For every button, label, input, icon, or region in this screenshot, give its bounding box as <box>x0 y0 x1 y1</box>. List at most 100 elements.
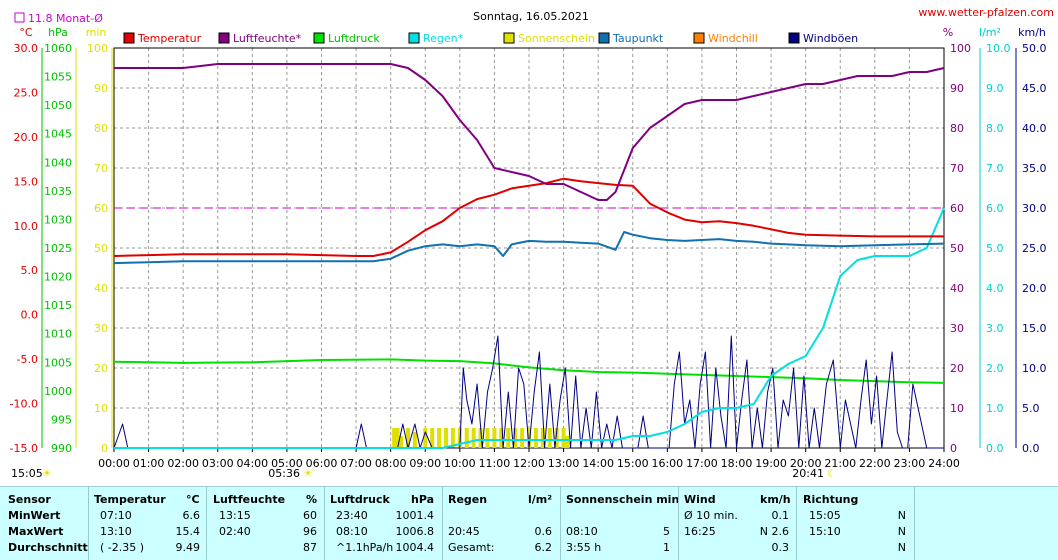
stat-cell-hum-time: 13:15 <box>219 509 251 522</box>
rain-unit: l/m² <box>979 26 1001 39</box>
humidity-tick-label: 90 <box>950 82 964 95</box>
pressure-tick-label: 1040 <box>44 156 72 169</box>
stat-cell-hum-time: 02:40 <box>219 525 251 538</box>
x-tick-label: 11:00 <box>479 457 511 470</box>
stat-cell-sun-time: 08:10 <box>566 525 598 538</box>
series-line-regen <box>114 207 945 449</box>
stat-cell-label: Durchschnitt <box>8 541 88 554</box>
x-tick-label: 22:00 <box>859 457 891 470</box>
wind-tick-label: 35.0 <box>1022 162 1047 175</box>
stat-cell-temp-val: 15.4 <box>175 525 201 538</box>
rain-tick-label: 9.0 <box>986 82 1004 95</box>
wind-tick-label: 25.0 <box>1022 242 1047 255</box>
stat-header-sun: Sonnenschein min <box>566 493 680 506</box>
stat-cell-press-time: 08:10 <box>336 525 368 538</box>
wind-tick-label: 30.0 <box>1022 202 1047 215</box>
series-line-windben <box>113 335 944 449</box>
temp-tick-label: -5.0 <box>17 353 38 366</box>
rain-tick-label: 1.0 <box>986 402 1004 415</box>
pressure-tick-label: 1025 <box>44 242 72 255</box>
wind-tick-label: 10.0 <box>1022 362 1047 375</box>
stat-divider <box>88 487 89 560</box>
legend-label: Luftfeuchte* <box>233 32 302 45</box>
humidity-tick-label: 50 <box>950 242 964 255</box>
pressure-tick-label: 1050 <box>44 99 72 112</box>
sunshine-bar <box>492 428 497 448</box>
sunshine-bar <box>437 428 442 448</box>
wind-tick-label: 5.0 <box>1022 402 1040 415</box>
humidity-tick-label: 70 <box>950 162 964 175</box>
x-tick-label: 05:00 <box>271 457 303 470</box>
stat-cell-temp-val: 9.49 <box>175 541 201 554</box>
stat-divider <box>796 487 797 560</box>
legend-label: Taupunkt <box>612 32 664 45</box>
humidity-unit: % <box>943 26 953 39</box>
sun-tick-label: 80 <box>94 122 108 135</box>
sunshine-bar <box>533 428 538 448</box>
legend: Temperatur Luftfeuchte* Luftdruck Regen* Son… <box>123 32 858 45</box>
stat-cell-hum-val: 60 <box>303 509 317 522</box>
stat-cell-label: MaxWert <box>8 525 64 538</box>
site-link[interactable]: www.wetter-pfalzen.com <box>918 6 1054 19</box>
rain-tick-label: 10.0 <box>986 42 1011 55</box>
stat-cell-dir-val: N <box>897 525 906 538</box>
legend-label: Windchill <box>708 32 758 45</box>
x-tick-label: 09:00 <box>409 457 441 470</box>
sun-tick-label: 40 <box>94 282 108 295</box>
rain-tick-label: 2.0 <box>986 362 1004 375</box>
temp-tick-label: 15.0 <box>14 175 39 188</box>
pressure-tick-label: 1055 <box>44 71 72 84</box>
rain-tick-label: 7.0 <box>986 162 1004 175</box>
x-tick-label: 21:00 <box>824 457 856 470</box>
sunshine-bar <box>506 428 511 448</box>
sunshine-bar <box>450 428 455 448</box>
stat-cell-press-val: 1004.4 <box>395 541 435 554</box>
stat-cell-press-time: 23:40 <box>336 509 368 522</box>
sunshine-bar <box>412 432 417 448</box>
sunshine-bar <box>540 428 545 448</box>
x-tick-label: 08:00 <box>375 457 407 470</box>
stat-cell-rain-val: 0.6 <box>534 525 553 538</box>
pressure-tick-label: 1035 <box>44 185 72 198</box>
monthly-avg-label: 11.8 Monat-Ø <box>28 12 103 25</box>
series-line-luftdruck <box>113 358 945 384</box>
pressure-tick-label: 1030 <box>44 213 72 226</box>
pressure-tick-label: 1000 <box>44 385 72 398</box>
sunrise-icon: ☀ <box>303 467 313 480</box>
humidity-tick-label: 80 <box>950 122 964 135</box>
stat-divider <box>206 487 207 560</box>
axes-labels: 00:00 01:00 02:00 03:00 04:00 05:00 06:00 07:00… <box>10 42 1047 470</box>
humidity-tick-label: 30 <box>950 322 964 335</box>
pressure-tick-label: 1060 <box>44 42 72 55</box>
stat-cell-dir-val: N <box>897 509 906 522</box>
sun-tick-label: 30 <box>94 322 108 335</box>
stat-cell-temp-time: 13:10 <box>100 525 132 538</box>
sunshine-bar <box>527 428 531 448</box>
x-tick-label: 23:00 <box>894 457 926 470</box>
chart-title: Sonntag, 16.05.2021 <box>473 10 589 23</box>
stat-header-dir: Richtung <box>803 493 859 506</box>
sunset-icon: ☾ <box>827 467 837 480</box>
pressure-tick-label: 1045 <box>44 128 72 141</box>
sunshine-bar <box>464 428 469 448</box>
x-tick-label: 10:00 <box>444 457 476 470</box>
stat-cell-wind-val: 0.3 <box>771 541 790 554</box>
stat-header-wind-unit: km/h <box>760 493 791 506</box>
stat-header-hum-unit: % <box>306 493 318 506</box>
wind-tick-label: 50.0 <box>1022 42 1047 55</box>
wind-tick-label: 40.0 <box>1022 122 1047 135</box>
pressure-tick-label: 1015 <box>44 299 72 312</box>
pressure-tick-label: 1005 <box>44 356 72 369</box>
stat-cell-rain-time: Gesamt: <box>448 541 495 554</box>
x-tick-label: 02:00 <box>167 457 199 470</box>
sunshine-bar <box>561 428 566 448</box>
humidity-tick-label: 100 <box>950 42 971 55</box>
sunshine-bar <box>520 428 525 448</box>
stat-header-sensor: Sensor <box>8 493 51 506</box>
temp-tick-label: -15.0 <box>10 442 38 455</box>
legend-swatch <box>218 32 230 44</box>
stat-cell-wind-time: 16:25 <box>684 525 716 538</box>
stat-header-press-unit: hPa <box>411 493 435 506</box>
legend-swatch <box>503 32 515 44</box>
rain-tick-label: 0.0 <box>986 442 1004 455</box>
